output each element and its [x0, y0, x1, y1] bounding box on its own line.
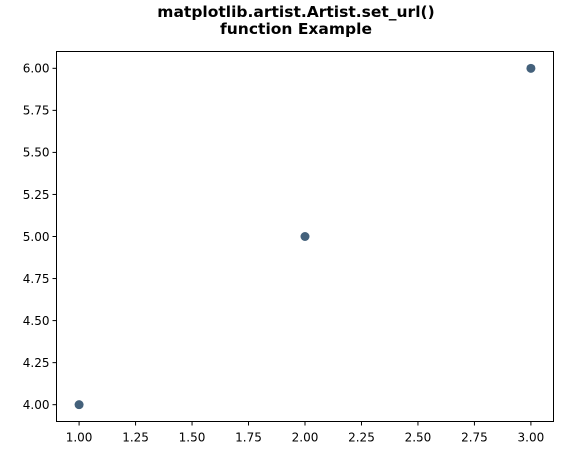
scatter-point	[526, 63, 536, 73]
x-tick-label: 2.75	[461, 431, 488, 445]
scatter-point	[300, 232, 310, 241]
y-tick-label: 5.00	[23, 230, 50, 244]
y-tick-label: 5.25	[23, 188, 50, 202]
y-axis: 4.00 4.25 4.50 4.75 5.00 5.25 5.50 5.75 6.00	[23, 62, 57, 412]
y-tick-label: 4.25	[23, 356, 50, 370]
scatter-point	[74, 400, 84, 410]
chart-title-line-1: matplotlib.artist.Artist.set_url()	[157, 3, 434, 21]
y-tick-label: 5.50	[23, 146, 50, 160]
y-tick-label: 6.00	[23, 62, 50, 76]
x-tick-label: 1.00	[66, 431, 93, 445]
x-tick-label: 2.00	[292, 431, 319, 445]
x-tick-label: 1.50	[179, 431, 206, 445]
x-axis: 1.00 1.25 1.50 1.75 2.00 2.25 2.50 2.75 3.00	[66, 421, 545, 445]
x-tick-label: 2.25	[348, 431, 375, 445]
scatter-points	[74, 63, 536, 410]
y-tick-label: 4.00	[23, 398, 50, 412]
x-tick-label: 1.75	[235, 431, 262, 445]
chart-title-line-2: function Example	[220, 20, 372, 38]
y-tick-label: 4.50	[23, 314, 50, 328]
x-tick-label: 2.50	[405, 431, 432, 445]
x-tick-label: 1.25	[122, 431, 149, 445]
y-tick-label: 4.75	[23, 272, 50, 286]
plot-area-frame	[56, 51, 554, 422]
x-tick-label: 3.00	[518, 431, 545, 445]
y-tick-label: 5.75	[23, 104, 50, 118]
